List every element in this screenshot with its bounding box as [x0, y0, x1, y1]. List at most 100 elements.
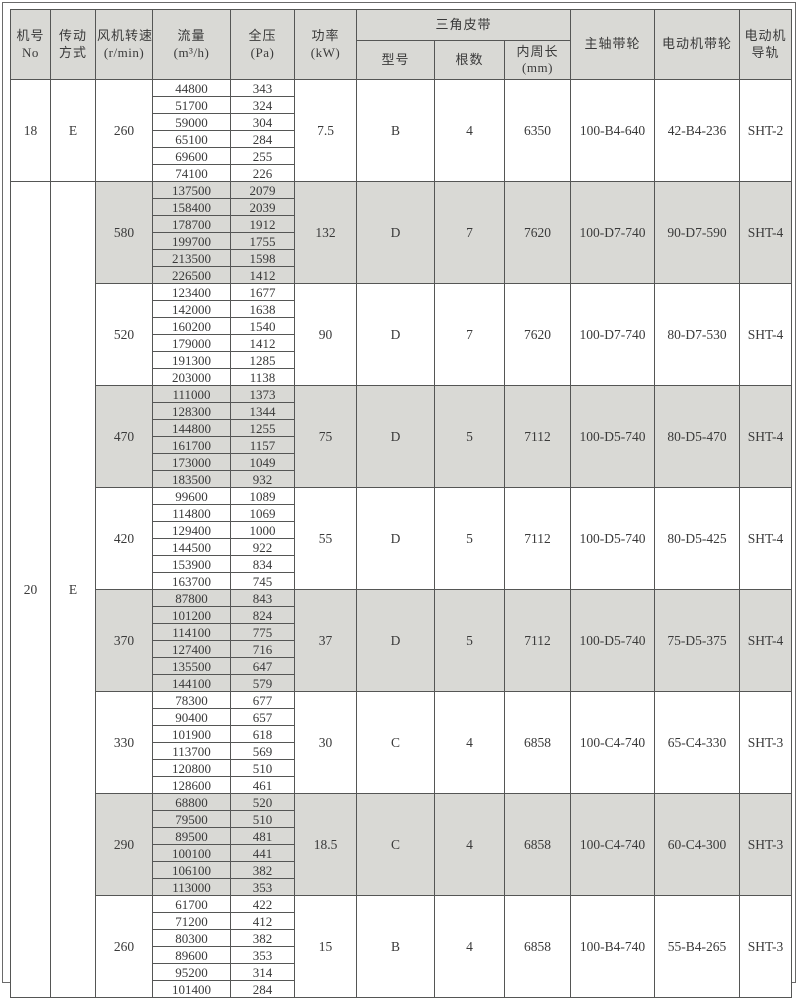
- pressure-cell: 843: [230, 589, 295, 607]
- col-header-pressure: 全压 (Pa): [230, 9, 295, 80]
- table-row: 370 87800 843 37 D 5 7112 100-D5-740 75-D5-375 SH…: [11, 589, 792, 692]
- col-header-pressure-line1: 全压: [248, 28, 277, 44]
- fan-speed-cell: 370: [95, 589, 153, 692]
- pressure-cell: 1677: [230, 283, 295, 301]
- flow-cell: 65100: [152, 130, 231, 148]
- col-header-motor-pulley: 电动机带轮: [654, 9, 740, 80]
- flow-cell: 135500: [152, 657, 231, 675]
- flow-cell: 114100: [152, 623, 231, 641]
- flow-cell: 120800: [152, 759, 231, 777]
- table-row: 163700 745: [11, 572, 792, 590]
- table-row: 135500 647: [11, 657, 792, 675]
- col-header-machine-no-line2: No: [22, 44, 39, 60]
- col-header-motor-rail-line2: 导轨: [751, 44, 780, 60]
- motor-pulley-cell: 90-D7-590: [654, 181, 740, 284]
- motor-pulley-cell: 60-C4-300: [654, 793, 740, 896]
- table-row: 69600 255: [11, 147, 792, 165]
- motor-rail-cell: SHT-4: [739, 283, 792, 386]
- flow-cell: 71200: [152, 912, 231, 930]
- table-row: 203000 1138: [11, 368, 792, 386]
- belt-count-cell: 4: [434, 79, 505, 182]
- col-header-belt-length-line2: (mm): [522, 60, 553, 75]
- flow-cell: 90400: [152, 708, 231, 726]
- flow-cell: 178700: [152, 215, 231, 233]
- col-header-belt-length: 内周长 (mm): [504, 40, 571, 80]
- flow-cell: 69600: [152, 147, 231, 165]
- motor-rail-cell: SHT-3: [739, 895, 792, 998]
- table-row: 20 E 580 137500 2079 132 D 7 7620 100-D7-740 90-D7…: [10, 181, 792, 998]
- flow-cell: 100100: [152, 844, 231, 862]
- main-pulley-cell: 100-B4-640: [570, 79, 655, 182]
- flow-cell: 59000: [152, 113, 231, 131]
- table-row: 114800 1069: [11, 504, 792, 522]
- fan-speed-cell: 330: [95, 691, 153, 794]
- machine-no-cell: 20: [10, 181, 51, 998]
- machine-no-cell: 18: [10, 79, 51, 182]
- motor-rail-cell: SHT-2: [739, 79, 792, 182]
- pressure-cell: 441: [230, 844, 295, 862]
- pressure-cell: 1412: [230, 266, 295, 284]
- table-row: 74100 226: [11, 164, 792, 182]
- table-body: 18 E 260 44800 343 7.5 B 4 6350 100-B4-640 42-B4-2…: [10, 79, 792, 998]
- flow-cell: 101200: [152, 606, 231, 624]
- flow-cell: 183500: [152, 470, 231, 488]
- table-row: 470 111000 1373 75 D 5 7112 100-D5-740 80-D5-470…: [11, 385, 792, 488]
- flow-cell: 128300: [152, 402, 231, 420]
- flow-cell: 191300: [152, 351, 231, 369]
- col-header-motor-rail-line1: 电动机: [744, 28, 787, 44]
- flow-cell: 179000: [152, 334, 231, 352]
- pressure-cell: 1089: [230, 487, 295, 505]
- table-row: 89500 481: [11, 827, 792, 845]
- power-cell: 30: [294, 691, 357, 794]
- pressure-cell: 745: [230, 572, 295, 590]
- table-header: 机号 No 传动 方式 风机转速 (r/min) 流量 (m³/h) 全压: [10, 9, 792, 80]
- pressure-cell: 284: [230, 980, 295, 998]
- flow-cell: 79500: [152, 810, 231, 828]
- power-cell: 15: [294, 895, 357, 998]
- flow-cell: 128600: [152, 776, 231, 794]
- flow-cell: 111000: [152, 385, 231, 403]
- pressure-cell: 1069: [230, 504, 295, 522]
- pressure-cell: 1157: [230, 436, 295, 454]
- table-row: 127400 716: [11, 640, 792, 658]
- fan-speed-cell: 470: [95, 385, 153, 488]
- col-header-motor-rail: 电动机 导轨: [739, 9, 792, 80]
- flow-cell: 80300: [152, 929, 231, 947]
- flow-cell: 95200: [152, 963, 231, 981]
- table-row: 142000 1638: [11, 300, 792, 318]
- belt-length-cell: 7112: [504, 385, 571, 488]
- belt-model-cell: B: [356, 895, 435, 998]
- main-pulley-cell: 100-C4-740: [570, 691, 655, 794]
- header-row-sub: 型号 根数 内周长 (mm): [11, 40, 792, 80]
- table-row: 160200 1540: [11, 317, 792, 335]
- pressure-cell: 1255: [230, 419, 295, 437]
- belt-model-cell: B: [356, 79, 435, 182]
- col-header-flow-line1: 流量: [177, 28, 206, 44]
- flow-cell: 137500: [152, 181, 231, 199]
- pressure-cell: 461: [230, 776, 295, 794]
- power-cell: 7.5: [294, 79, 357, 182]
- belt-count-cell: 5: [434, 589, 505, 692]
- belt-count-cell: 4: [434, 793, 505, 896]
- main-pulley-cell: 100-D7-740: [570, 181, 655, 284]
- flow-cell: 61700: [152, 895, 231, 913]
- flow-cell: 203000: [152, 368, 231, 386]
- table-row: 129400 1000: [11, 521, 792, 539]
- table-row: 65100 284: [11, 130, 792, 148]
- fan-speed-cell: 420: [95, 487, 153, 590]
- table-row: 79500 510: [11, 810, 792, 828]
- flow-cell: 44800: [152, 79, 231, 97]
- table-row: 18 E 260 44800 343 7.5 B 4 6350 100-B4-640 42-B4-2…: [10, 79, 792, 182]
- table-row: 113000 353: [11, 878, 792, 896]
- col-header-fan-speed-line1: 风机转速: [97, 28, 153, 44]
- flow-cell: 101400: [152, 980, 231, 998]
- pressure-cell: 324: [230, 96, 295, 114]
- fan-speed-cell: 580: [95, 181, 153, 284]
- belt-length-cell: 6858: [504, 793, 571, 896]
- pressure-cell: 716: [230, 640, 295, 658]
- power-cell: 90: [294, 283, 357, 386]
- motor-rail-cell: SHT-4: [739, 385, 792, 488]
- flow-cell: 144800: [152, 419, 231, 437]
- pressure-cell: 353: [230, 878, 295, 896]
- flow-cell: 99600: [152, 487, 231, 505]
